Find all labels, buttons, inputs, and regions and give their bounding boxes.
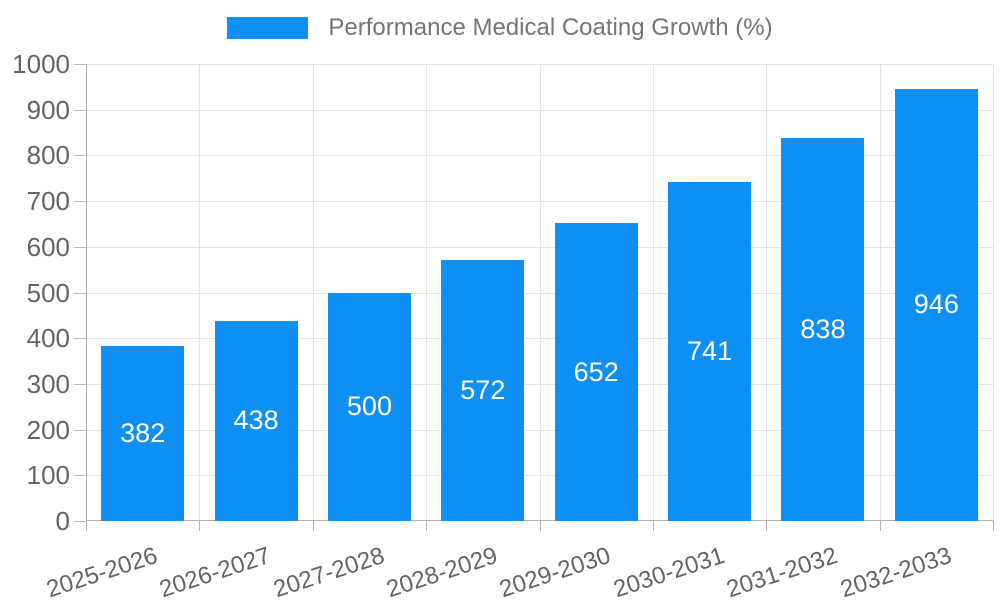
y-axis-line: [86, 64, 87, 521]
x-axis-line: [86, 520, 993, 521]
y-axis-tick: [74, 429, 86, 431]
gridline-vertical: [312, 64, 314, 521]
legend-swatch: [227, 17, 309, 40]
x-axis-category-label: 2027-2028: [269, 542, 388, 600]
x-axis-category-label: 2028-2029: [383, 542, 501, 600]
gridline-vertical: [199, 64, 201, 521]
y-axis-tick: [74, 246, 86, 248]
y-axis-tick: [74, 383, 86, 385]
x-axis-tick: [652, 521, 654, 531]
bar-value-label: 438: [233, 405, 279, 436]
x-axis-tick: [766, 521, 768, 531]
bar: 572: [441, 259, 525, 521]
bar: 741: [668, 182, 752, 521]
chart-title: Performance Medical Coating Growth (%): [328, 14, 773, 41]
x-axis-tick: [199, 521, 201, 531]
y-axis-tick: [74, 338, 86, 340]
y-axis-tick-label: 400: [26, 323, 70, 354]
y-axis-tick-label: 1000: [12, 49, 70, 79]
gridline-vertical: [426, 64, 428, 521]
y-axis-tick: [74, 475, 86, 477]
x-axis-category-label: 2032-2033: [836, 542, 955, 600]
chart-legend: Performance Medical Coating Growth (%): [0, 14, 1000, 43]
bar-value-label: 500: [346, 391, 392, 422]
x-axis-tick: [86, 521, 87, 531]
x-axis-tick: [993, 521, 994, 531]
y-axis-tick-label: 0: [55, 506, 70, 536]
y-axis-tick-label: 100: [26, 460, 70, 491]
gridline-vertical: [539, 64, 541, 521]
x-axis-tick: [312, 521, 314, 531]
bar: 946: [894, 88, 978, 521]
y-axis-tick-label: 700: [26, 186, 70, 217]
bar-value-label: 652: [573, 356, 619, 387]
y-axis-tick-label: 200: [26, 414, 70, 445]
y-axis-tick: [74, 109, 86, 111]
bar-value-label: 838: [800, 314, 846, 345]
y-axis-tick: [74, 521, 86, 522]
bar: 438: [214, 320, 298, 521]
y-axis-tick-label: 800: [26, 140, 70, 171]
y-axis-tick-label: 500: [26, 277, 70, 308]
y-axis-tick: [74, 155, 86, 157]
x-axis-category-label: 2031-2032: [723, 542, 841, 600]
bar: 652: [554, 223, 638, 521]
y-axis-tick: [74, 201, 86, 203]
y-axis-tick-label: 900: [26, 94, 70, 125]
x-axis-category-label: 2025-2026: [43, 542, 161, 600]
y-axis-tick: [74, 292, 86, 294]
x-axis-category-label: 2029-2030: [496, 542, 615, 600]
gridline-vertical: [993, 64, 994, 521]
y-axis-tick: [74, 64, 86, 65]
bar-value-label: 382: [120, 418, 166, 449]
bar-value-label: 741: [687, 336, 733, 367]
gridline-vertical: [879, 64, 881, 521]
bar-value-label: 572: [460, 374, 506, 405]
bar: 838: [781, 138, 865, 521]
x-axis-category-label: 2030-2031: [610, 542, 728, 600]
bar: 500: [327, 292, 411, 521]
gridline-vertical: [766, 64, 768, 521]
x-axis-tick: [539, 521, 541, 531]
bar: 382: [101, 346, 185, 521]
plot-area: 382 438 500 572 652 741 838 946: [86, 64, 994, 521]
x-axis-tick: [426, 521, 428, 531]
y-axis-tick-label: 300: [26, 368, 70, 399]
y-axis-tick-label: 600: [26, 231, 70, 262]
gridline-vertical: [652, 64, 654, 521]
x-axis-category-label: 2026-2027: [156, 542, 275, 600]
x-axis-tick: [879, 521, 881, 531]
bar-value-label: 946: [913, 289, 959, 320]
